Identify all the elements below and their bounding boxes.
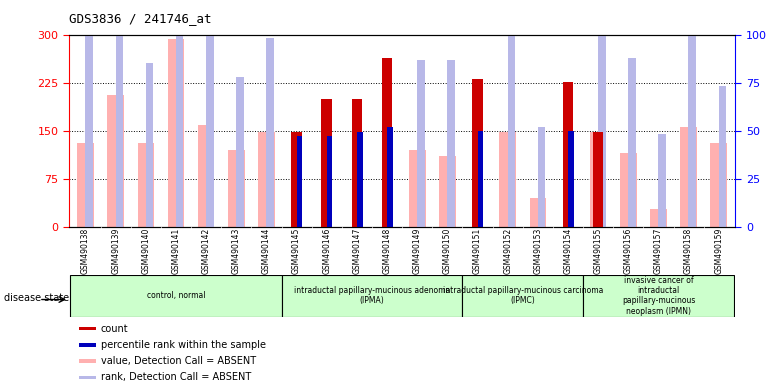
Bar bbox=[258, 132, 275, 227]
Bar bbox=[236, 77, 244, 227]
Bar bbox=[79, 376, 96, 379]
Bar bbox=[598, 19, 606, 227]
Bar bbox=[85, 0, 93, 227]
Bar bbox=[79, 343, 96, 347]
Text: control, normal: control, normal bbox=[147, 291, 205, 300]
Bar bbox=[447, 60, 455, 227]
Bar bbox=[590, 132, 607, 227]
Bar bbox=[463, 275, 583, 317]
Bar bbox=[116, 0, 123, 227]
Bar bbox=[583, 275, 734, 317]
Bar bbox=[650, 209, 666, 227]
Text: percentile rank within the sample: percentile rank within the sample bbox=[100, 340, 266, 350]
Bar bbox=[146, 63, 153, 227]
Bar bbox=[381, 58, 392, 227]
Bar bbox=[322, 99, 332, 227]
Bar bbox=[267, 38, 273, 227]
Bar bbox=[206, 12, 214, 227]
Text: GDS3836 / 241746_at: GDS3836 / 241746_at bbox=[69, 12, 211, 25]
Bar bbox=[620, 153, 637, 227]
Text: intraductal papillary-mucinous carcinoma
(IPMC): intraductal papillary-mucinous carcinoma… bbox=[443, 286, 603, 305]
Bar bbox=[499, 132, 516, 227]
Bar bbox=[198, 126, 214, 227]
Text: rank, Detection Call = ABSENT: rank, Detection Call = ABSENT bbox=[100, 372, 251, 382]
Bar bbox=[327, 136, 332, 227]
Bar bbox=[711, 143, 727, 227]
Bar bbox=[70, 275, 282, 317]
Bar bbox=[538, 127, 545, 227]
Bar bbox=[478, 131, 483, 227]
Text: intraductal papillary-mucinous adenoma
(IPMA): intraductal papillary-mucinous adenoma (… bbox=[294, 286, 450, 305]
Text: disease state: disease state bbox=[4, 293, 69, 303]
Bar bbox=[176, 35, 183, 227]
Bar bbox=[291, 132, 302, 227]
Bar bbox=[352, 99, 362, 227]
Text: value, Detection Call = ABSENT: value, Detection Call = ABSENT bbox=[100, 356, 256, 366]
Bar bbox=[689, 0, 696, 227]
Bar bbox=[529, 198, 546, 227]
Bar bbox=[297, 136, 303, 227]
Bar bbox=[568, 131, 574, 227]
Bar bbox=[168, 39, 185, 227]
Bar bbox=[439, 156, 456, 227]
Bar bbox=[357, 132, 362, 227]
Bar bbox=[228, 150, 244, 227]
Bar bbox=[417, 60, 424, 227]
Bar bbox=[593, 132, 604, 227]
Bar bbox=[563, 82, 573, 227]
Bar bbox=[508, 12, 515, 227]
Bar bbox=[138, 143, 154, 227]
Bar bbox=[282, 275, 463, 317]
Bar bbox=[77, 143, 93, 227]
Text: invasive cancer of
intraductal
papillary-mucinous
neoplasm (IPMN): invasive cancer of intraductal papillary… bbox=[622, 276, 696, 316]
Bar bbox=[658, 134, 666, 227]
Bar bbox=[107, 95, 124, 227]
Bar bbox=[79, 359, 96, 363]
Bar bbox=[680, 127, 697, 227]
Bar bbox=[409, 150, 426, 227]
Bar bbox=[79, 326, 96, 331]
Text: count: count bbox=[100, 323, 128, 334]
Bar bbox=[628, 58, 636, 227]
Bar bbox=[719, 86, 726, 227]
Bar bbox=[388, 127, 393, 227]
Bar bbox=[473, 79, 483, 227]
